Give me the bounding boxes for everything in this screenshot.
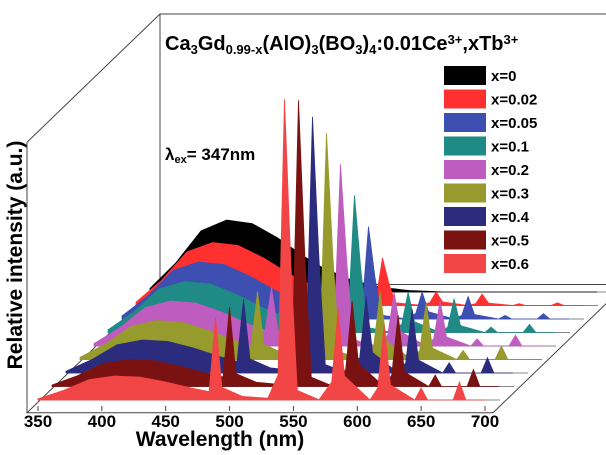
text-sup: 3+	[448, 32, 463, 47]
legend-label: x=0.5	[491, 233, 529, 250]
text-sub: ex	[174, 154, 187, 166]
text-run: (BO	[319, 33, 356, 55]
x-tick-label: 650	[407, 412, 435, 431]
text-sub: 0.99-x	[226, 42, 264, 57]
text-run: (AlO)	[262, 33, 311, 55]
x-tick-label: 600	[343, 412, 371, 431]
x-tick-label: 500	[215, 412, 243, 431]
legend-label: x=0.3	[491, 186, 529, 203]
legend-swatch	[444, 183, 486, 203]
text-run: = 347nm	[187, 145, 256, 164]
legend-label: x=0.1	[491, 139, 529, 156]
spectrum-area	[65, 116, 513, 374]
text-run: Ca	[165, 33, 191, 55]
text-sup: 3+	[504, 32, 519, 47]
x-tick-label: 550	[279, 412, 307, 431]
side-wall-top	[26, 13, 161, 143]
plot-area	[37, 99, 606, 401]
chart-title: Ca3Gd0.99-x(AlO)3(BO3)4:0.01Ce3+,xTb3+	[165, 32, 519, 57]
legend-swatch	[444, 254, 486, 273]
text-sub: 3	[191, 42, 198, 57]
legend-swatch	[444, 230, 486, 250]
x-axis: 350 400 450 500 550 600 650 700	[24, 406, 499, 431]
legend-swatch	[444, 136, 486, 156]
x-axis-label: Wavelength (nm)	[136, 428, 304, 451]
legend-label: x=0.02	[491, 92, 537, 109]
annotation: λex= 347nm	[165, 145, 255, 166]
text-sub: 3	[355, 42, 362, 57]
spectrum-area	[51, 100, 499, 388]
legend-swatch	[444, 207, 486, 226]
x-tick-label: 400	[88, 412, 116, 431]
x-tick-label: 350	[24, 412, 52, 431]
legend-label: x=0.6	[491, 256, 529, 273]
y-axis-label: Relative intensity (a.u.)	[4, 141, 27, 370]
legend-label: x=0.2	[491, 162, 529, 179]
spectrum-area	[37, 99, 485, 401]
text-sub: 3	[311, 42, 318, 57]
x-tick-label: 700	[471, 412, 499, 431]
text-sub: 4	[369, 42, 377, 57]
legend-swatch	[444, 66, 486, 85]
text-run: Gd	[198, 33, 226, 55]
legend-label: x=0	[491, 68, 516, 85]
legend: x=0 x=0.02 x=0.05 x=0.1 x=0.2 x=0.3 x=0.4 x=0.5…	[444, 66, 537, 273]
legend-swatch	[444, 89, 486, 109]
legend-label: x=0.05	[491, 115, 537, 132]
legend-swatch	[444, 113, 486, 132]
text-run: λ	[165, 145, 175, 164]
text-run: )	[363, 33, 370, 55]
text-run: ,xTb	[462, 33, 503, 55]
legend-swatch	[444, 160, 486, 179]
text-run: :0.01Ce	[376, 33, 447, 55]
x-tick-label: 450	[152, 412, 180, 431]
legend-label: x=0.4	[491, 209, 530, 226]
